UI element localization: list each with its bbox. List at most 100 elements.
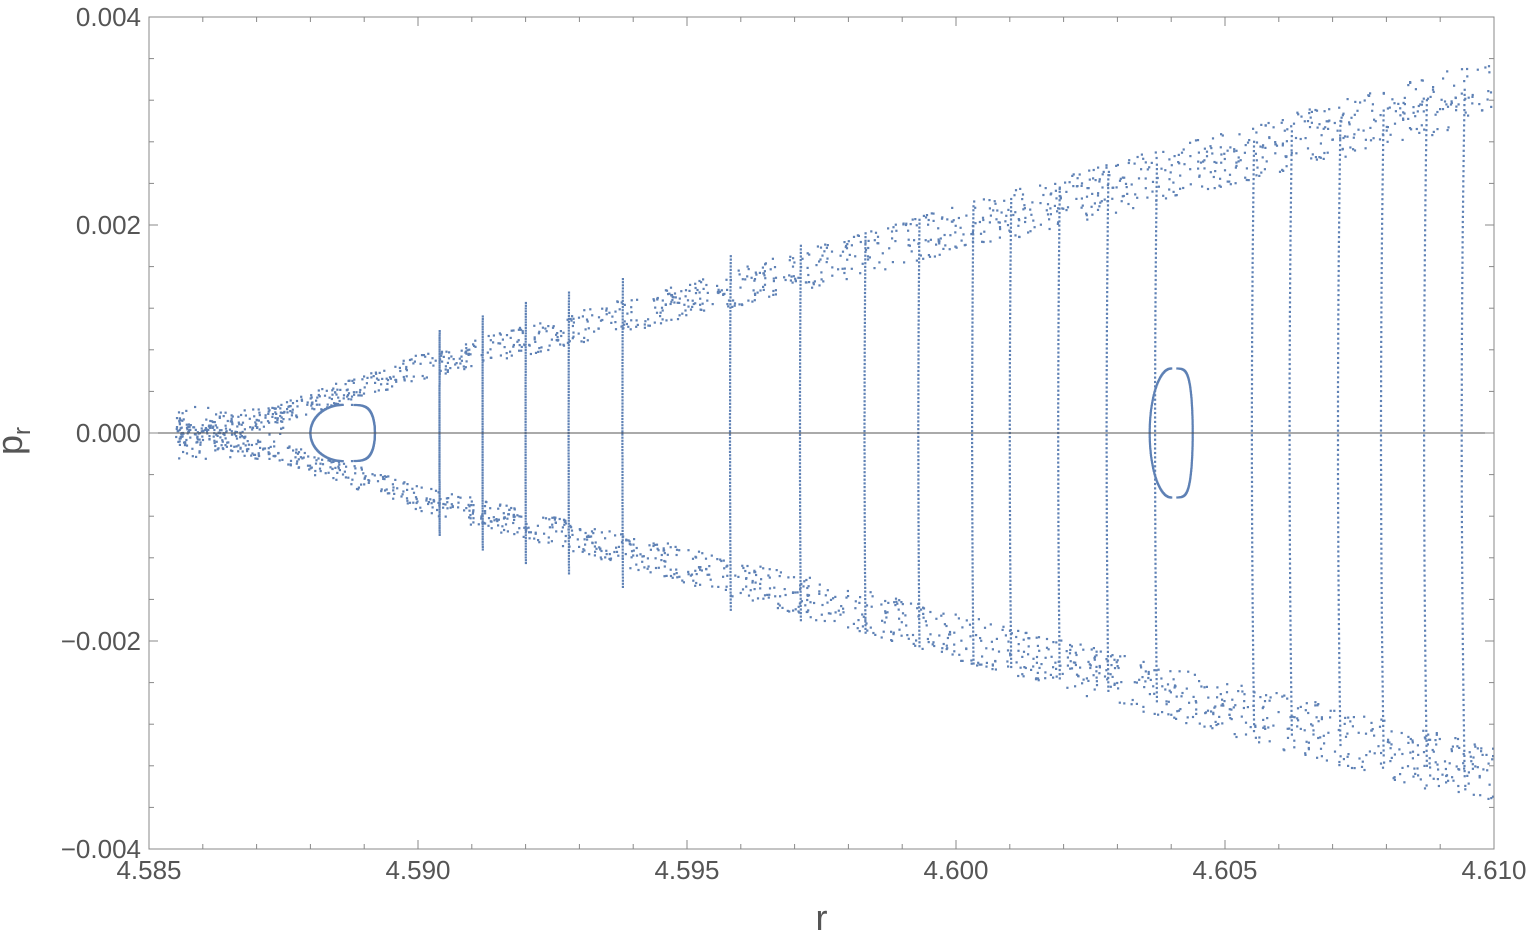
torus-point <box>1380 385 1383 388</box>
chaotic-point <box>1054 189 1057 192</box>
torus-point <box>1010 210 1013 213</box>
torus-point <box>1424 154 1428 157</box>
torus-point <box>1008 460 1011 463</box>
torus-point <box>1106 577 1109 580</box>
chaotic-point <box>608 553 611 556</box>
torus-point <box>971 554 974 557</box>
chaotic-point <box>831 266 834 269</box>
chaotic-point <box>1353 133 1356 136</box>
chaotic-point <box>1346 755 1349 758</box>
torus-point <box>1462 734 1466 737</box>
chaotic-point <box>1219 693 1222 696</box>
torus-point <box>729 464 732 467</box>
torus-point <box>1381 173 1384 176</box>
chaotic-point <box>991 668 994 671</box>
chaotic-point <box>489 339 492 342</box>
chaotic-point <box>278 459 281 462</box>
torus-point <box>917 579 920 582</box>
chaotic-point <box>648 324 651 327</box>
chaotic-point <box>932 212 935 215</box>
chaotic-point <box>289 459 293 462</box>
torus-point <box>481 497 484 500</box>
chaotic-point <box>654 566 658 570</box>
torus-point <box>1425 104 1428 107</box>
torus-point <box>971 578 974 581</box>
torus-point <box>863 560 867 563</box>
torus-point <box>729 299 732 302</box>
chaotic-point <box>1399 773 1402 776</box>
torus-point <box>1057 465 1060 468</box>
torus-point <box>1381 700 1384 703</box>
chaotic-point <box>1053 204 1056 207</box>
torus-point <box>917 583 920 586</box>
torus-point <box>917 416 920 419</box>
torus-point <box>524 487 527 490</box>
chaotic-point <box>1210 710 1213 713</box>
torus-point <box>1290 182 1293 185</box>
torus-point <box>1337 308 1340 311</box>
chaotic-point <box>581 315 584 318</box>
torus-point <box>917 323 920 326</box>
island-point <box>1191 435 1194 438</box>
torus-point <box>971 357 974 360</box>
torus-point <box>438 529 441 532</box>
torus-point <box>1461 292 1464 295</box>
chaotic-point <box>775 569 778 572</box>
chaotic-point <box>283 410 286 413</box>
torus-point <box>1155 700 1158 703</box>
torus-point <box>918 614 921 617</box>
chaotic-point <box>609 558 612 562</box>
chaotic-point <box>1392 777 1395 780</box>
torus-point <box>1381 188 1384 191</box>
chaotic-point <box>212 435 215 438</box>
chaotic-point <box>1437 768 1440 771</box>
torus-point <box>438 359 441 362</box>
island-point <box>1152 394 1155 397</box>
chaotic-point <box>1263 700 1267 703</box>
torus-point <box>1057 503 1060 506</box>
torus-point <box>1057 516 1060 519</box>
chaotic-point <box>1052 641 1055 644</box>
chaotic-point <box>1137 177 1141 180</box>
torus-point <box>971 558 974 561</box>
chaotic-point <box>400 495 403 498</box>
torus-point <box>971 602 974 605</box>
chaotic-point <box>1004 634 1007 637</box>
torus-point <box>1288 439 1291 442</box>
chaotic-point <box>391 483 394 486</box>
torus-point <box>621 498 624 501</box>
torus-point <box>1154 536 1157 539</box>
island-point <box>1179 367 1182 370</box>
chaotic-point <box>1235 164 1238 167</box>
chaotic-point <box>439 369 442 372</box>
chaotic-point <box>762 567 765 570</box>
torus-point <box>621 302 624 306</box>
torus-point <box>799 572 802 575</box>
chaotic-point <box>1386 107 1389 110</box>
chaotic-point <box>224 444 227 447</box>
chaotic-point <box>809 616 812 619</box>
torus-point <box>799 280 802 283</box>
torus-point <box>971 570 974 573</box>
chaotic-point <box>289 463 292 466</box>
chaotic-point <box>361 378 364 381</box>
torus-point <box>799 373 802 376</box>
torus-point <box>1251 275 1254 278</box>
chaotic-point <box>1451 776 1454 779</box>
chaotic-point <box>670 318 673 321</box>
torus-point <box>567 472 570 475</box>
torus-point <box>798 458 802 461</box>
chaotic-point <box>732 299 735 302</box>
chaotic-point <box>726 574 729 577</box>
chaotic-point <box>347 476 350 479</box>
chaotic-point <box>489 348 492 351</box>
chaotic-point <box>1343 722 1346 725</box>
chaotic-point <box>472 510 475 513</box>
torus-point <box>1460 337 1463 340</box>
torus-point <box>1423 434 1426 437</box>
chaotic-point <box>659 311 662 314</box>
torus-point <box>1423 244 1427 247</box>
torus-point <box>621 278 624 281</box>
torus-point <box>481 410 484 413</box>
torus-point <box>1008 374 1011 377</box>
